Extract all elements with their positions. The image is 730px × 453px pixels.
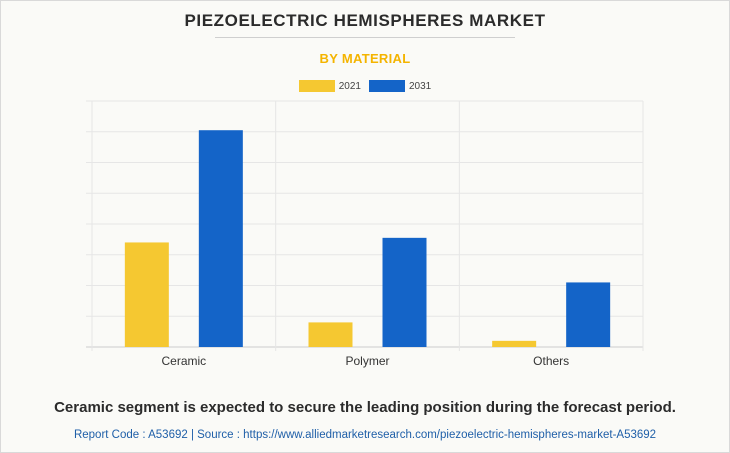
legend-swatch-2021 <box>298 80 335 92</box>
footer-source: Report Code : A53692 | Source : https://… <box>73 429 657 441</box>
x-tick-label: Others <box>533 354 569 368</box>
chart-title: PIEZOELECTRIC HEMISPHERES MARKET <box>184 11 546 30</box>
bar-ceramic-2031 <box>198 130 243 347</box>
footer-statement: Ceramic segment is expected to secure th… <box>54 399 676 416</box>
bar-polymer-2021 <box>308 322 353 347</box>
chart-subtitle: BY MATERIAL <box>319 51 411 66</box>
legend-item-2031: 2031 <box>369 80 431 92</box>
legend: 2021 2031 <box>0 80 730 92</box>
x-tick-label: Ceramic <box>161 354 206 368</box>
bar-ceramic-2021 <box>124 242 169 347</box>
legend-item-2021: 2021 <box>298 80 361 92</box>
bar-others-2021 <box>492 340 537 347</box>
legend-label-2021: 2021 <box>338 80 361 92</box>
legend-label-2031: 2031 <box>409 80 432 92</box>
bar-polymer-2031 <box>382 237 427 347</box>
bar-others-2031 <box>566 282 611 347</box>
x-tick-label: Polymer <box>345 354 389 368</box>
title-divider <box>215 37 515 38</box>
legend-swatch-2031 <box>369 80 405 92</box>
